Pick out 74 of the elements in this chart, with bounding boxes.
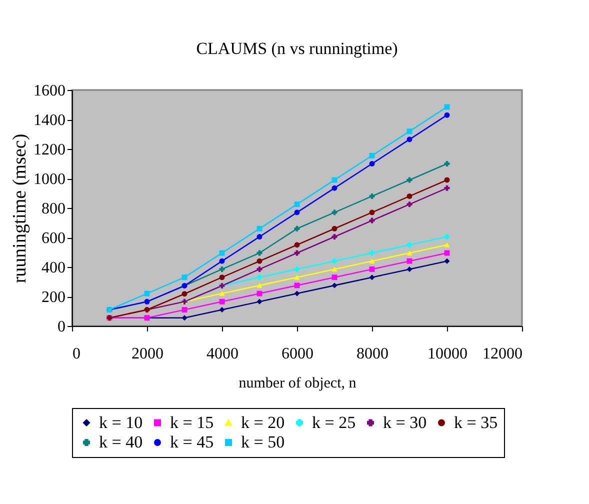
y-tick-label: 400 bbox=[42, 260, 66, 276]
point bbox=[406, 258, 412, 264]
point bbox=[294, 202, 300, 208]
legend-label: k = 15 bbox=[170, 412, 214, 432]
legend-label: k = 30 bbox=[383, 412, 427, 432]
point bbox=[444, 234, 450, 240]
point bbox=[369, 152, 375, 158]
x-tick-label: 2000 bbox=[132, 346, 164, 362]
point bbox=[332, 274, 338, 280]
y-tick-label: 800 bbox=[42, 200, 66, 218]
y-axis-title: ruuningtime (msec) bbox=[10, 134, 30, 284]
point bbox=[369, 210, 375, 216]
x-tick-label: 8000 bbox=[356, 346, 388, 362]
point bbox=[294, 210, 300, 216]
x-tick-label: 4000 bbox=[206, 346, 238, 362]
point bbox=[369, 258, 375, 264]
point bbox=[369, 193, 375, 199]
x-tick-label: 0 bbox=[72, 346, 80, 362]
point bbox=[332, 185, 338, 191]
point bbox=[219, 307, 225, 313]
point bbox=[182, 274, 188, 280]
point bbox=[219, 291, 225, 296]
point bbox=[256, 258, 262, 264]
y-tick-label: 1000 bbox=[34, 171, 66, 188]
point bbox=[256, 234, 262, 240]
legend-label: k = 50 bbox=[241, 432, 285, 452]
point bbox=[219, 274, 225, 280]
y-tick-label: 0 bbox=[58, 318, 66, 336]
point bbox=[294, 266, 300, 272]
x-tick-label: 12000 bbox=[482, 346, 522, 362]
legend-label: k = 40 bbox=[99, 432, 143, 452]
y-tick-label: 1400 bbox=[34, 112, 66, 129]
legend-label: k = 10 bbox=[99, 412, 143, 432]
y-tick-label: 1600 bbox=[34, 82, 66, 100]
point bbox=[406, 128, 412, 134]
x-axis-title: number of object, n bbox=[238, 376, 357, 392]
point bbox=[294, 290, 300, 296]
point bbox=[332, 234, 338, 240]
point bbox=[369, 266, 375, 272]
point bbox=[219, 266, 225, 272]
point bbox=[256, 298, 262, 304]
point bbox=[182, 315, 188, 321]
point bbox=[444, 112, 450, 118]
point bbox=[406, 136, 412, 142]
point bbox=[219, 298, 225, 304]
point bbox=[256, 283, 262, 288]
point bbox=[369, 161, 375, 166]
x-tick-label: 6000 bbox=[282, 346, 314, 362]
point bbox=[256, 226, 262, 232]
point bbox=[406, 193, 412, 199]
legend-label: k = 35 bbox=[454, 412, 498, 432]
point bbox=[406, 250, 412, 256]
point bbox=[444, 258, 450, 264]
point bbox=[256, 266, 262, 272]
point bbox=[369, 274, 375, 280]
point bbox=[332, 226, 338, 232]
y-tick-label: 600 bbox=[42, 230, 66, 247]
chart-title: CLAUMS (n vs runningtime) bbox=[196, 39, 398, 58]
point bbox=[219, 258, 225, 264]
point bbox=[182, 307, 188, 313]
point bbox=[406, 266, 412, 272]
legend-label: k = 20 bbox=[241, 412, 285, 432]
y-tick-label: 200 bbox=[42, 289, 66, 306]
point bbox=[444, 161, 450, 166]
legend-label: k = 25 bbox=[312, 412, 356, 432]
point bbox=[444, 177, 450, 183]
point bbox=[182, 291, 188, 297]
point bbox=[256, 274, 262, 280]
point bbox=[332, 282, 338, 288]
y-tick-label: 1200 bbox=[34, 142, 66, 158]
point bbox=[294, 242, 300, 248]
x-tick-label: 10000 bbox=[428, 346, 468, 362]
legend-label: k = 45 bbox=[170, 432, 214, 452]
point bbox=[406, 202, 412, 208]
